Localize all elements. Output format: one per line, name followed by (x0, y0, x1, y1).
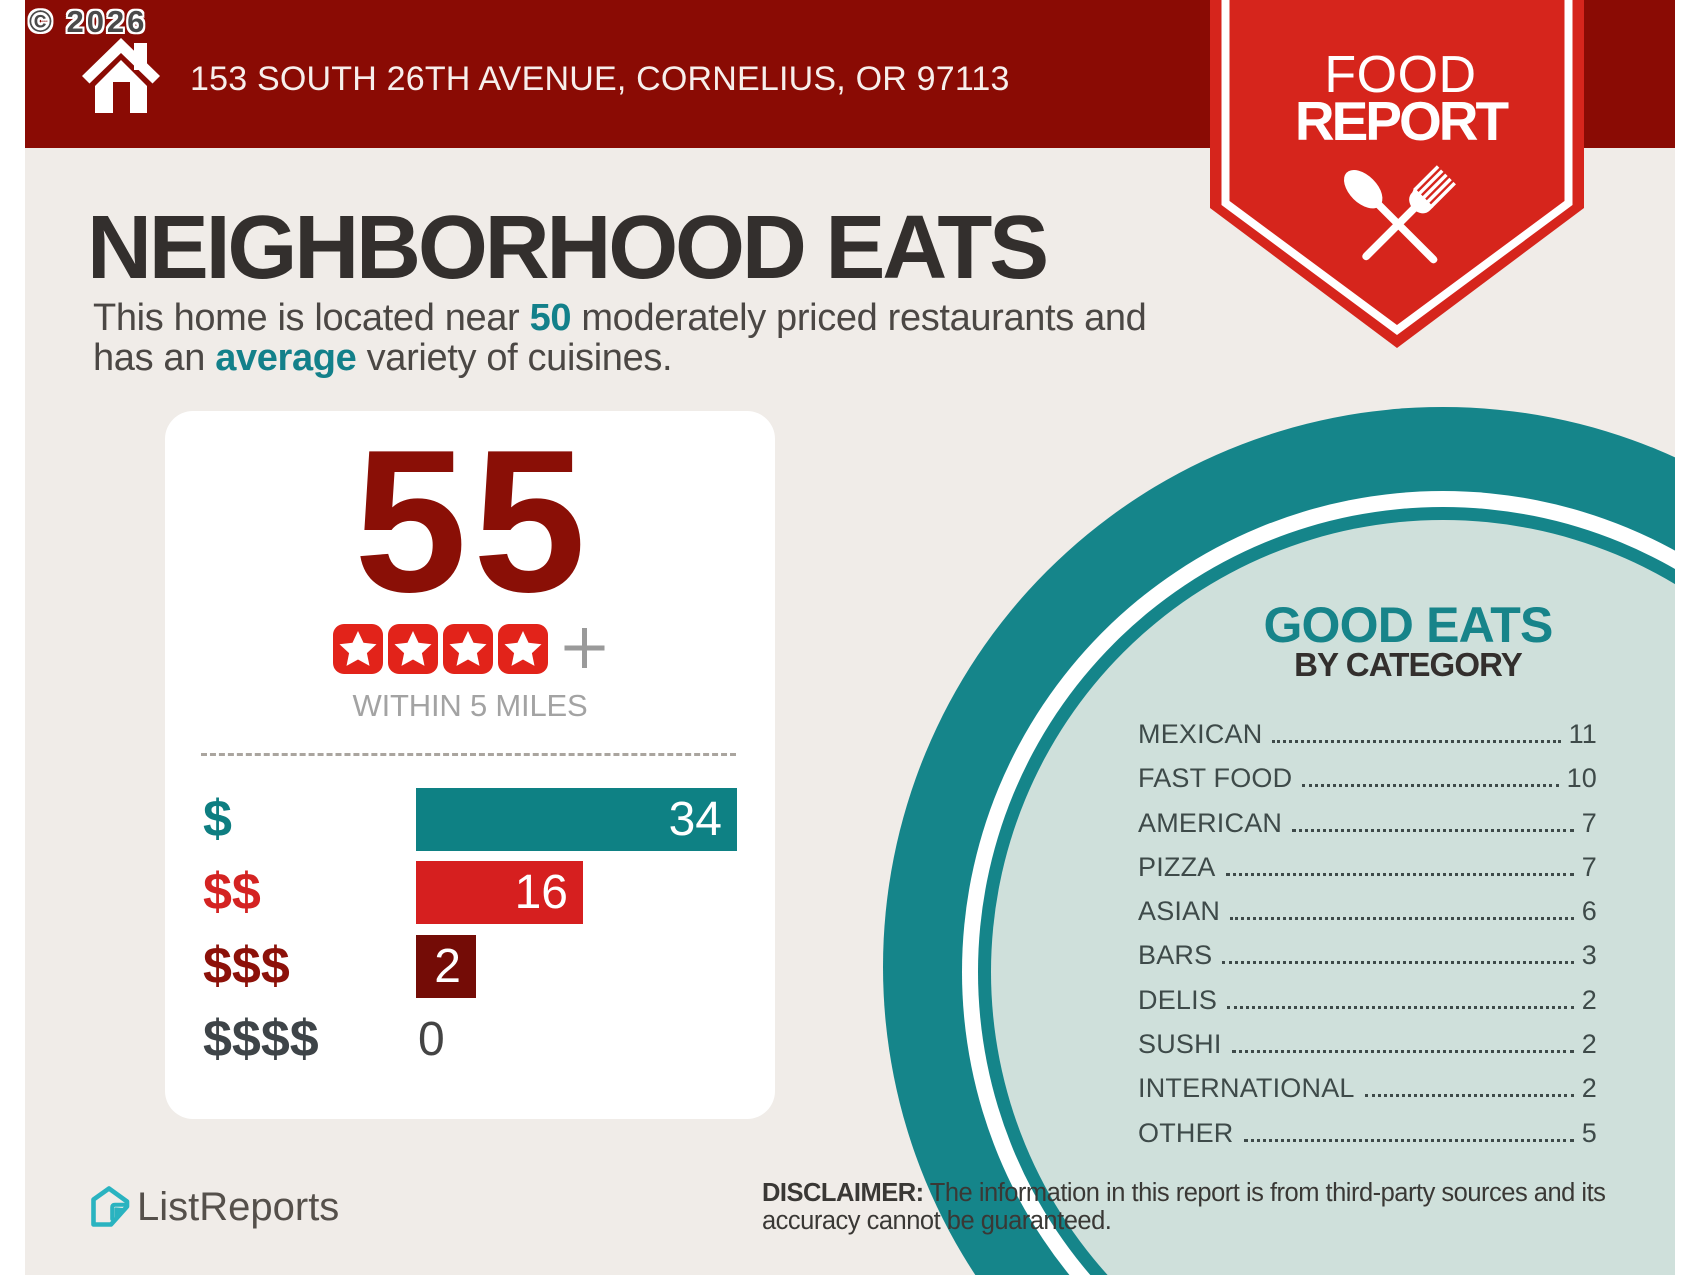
svg-text:REPORT: REPORT (1295, 90, 1509, 152)
svg-text:FOOD: FOOD (1324, 46, 1476, 104)
